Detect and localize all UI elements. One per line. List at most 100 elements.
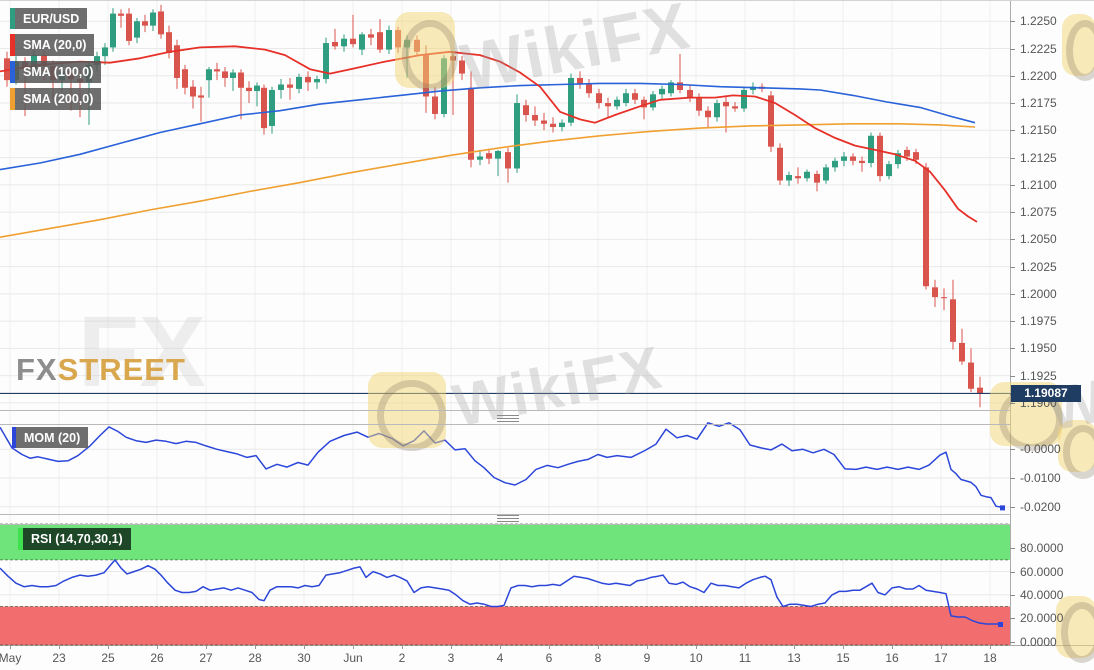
time-axis-label: 27 <box>199 651 213 665</box>
candle-body <box>314 79 320 83</box>
candle-body <box>158 11 164 35</box>
candle-body <box>696 97 702 111</box>
candle-body <box>486 153 492 159</box>
last-price-label: 1.19087 <box>1010 385 1081 402</box>
main-axis-tick-dash <box>1010 130 1015 132</box>
candle-body <box>614 99 620 107</box>
candle-body <box>278 84 284 90</box>
candle-body <box>804 171 810 179</box>
candle-body <box>269 89 275 126</box>
main-axis-tick-dash <box>1010 75 1015 77</box>
main-panel-bottom-border <box>0 410 1010 411</box>
candle-body <box>723 101 729 107</box>
candle-body <box>705 110 711 118</box>
candle-body <box>134 21 140 38</box>
candle-body <box>641 99 647 108</box>
candle-body <box>668 82 674 94</box>
candle-body <box>432 96 438 114</box>
rsi-axis-tick: 40.0000 <box>1020 587 1064 602</box>
candle-body <box>386 29 392 50</box>
main-axis-tick-dash <box>1010 21 1015 23</box>
time-axis-tick <box>255 645 256 649</box>
time-axis-label: 2 <box>398 651 406 665</box>
candle-body <box>404 39 410 48</box>
legend-sma100[interactable]: SMA (100,0) <box>10 61 102 83</box>
legend-sma200[interactable]: SMA (200,0) <box>10 88 102 110</box>
mom-panel-top-border <box>0 424 1010 425</box>
rsi-panel-top-border <box>0 524 1010 525</box>
candle-body <box>596 93 602 104</box>
main-axis-tick: 1.1975 <box>1020 314 1057 329</box>
candle-body <box>768 95 774 147</box>
rsi-oversold-band <box>0 606 1010 645</box>
candle-body <box>850 156 856 161</box>
candle-body <box>190 86 196 97</box>
main-axis-tick-dash <box>1010 103 1015 105</box>
candle-body <box>932 287 938 298</box>
legend-sma20[interactable]: SMA (20,0) <box>10 34 95 56</box>
main-axis-tick-dash <box>1010 266 1015 268</box>
candle-body <box>350 38 356 45</box>
legend-symbol[interactable]: EUR/USD <box>10 8 88 29</box>
candle-body <box>332 41 338 47</box>
legend-sma200-label: SMA (200,0) <box>23 92 94 106</box>
candle-body <box>950 299 956 342</box>
candle-body <box>913 152 919 160</box>
candle-body <box>198 95 204 98</box>
candle-body <box>142 21 148 26</box>
candle-body <box>977 387 983 394</box>
candle-body <box>468 87 474 160</box>
candle-body <box>238 72 244 88</box>
main-axis-tick-dash <box>1010 48 1015 50</box>
candle-body <box>941 297 947 299</box>
panel-resize-handle[interactable] <box>497 515 519 522</box>
mom-last-value-marker <box>1000 505 1005 511</box>
time-axis-label: 16 <box>885 651 899 665</box>
candle-body <box>246 87 252 92</box>
main-axis-tick-dash <box>1010 293 1015 295</box>
main-axis-tick: 1.2000 <box>1020 286 1057 301</box>
candle-body <box>323 43 329 80</box>
candle-body <box>541 120 547 124</box>
time-axis-tick <box>647 645 648 649</box>
time-axis-label: 26 <box>150 651 164 665</box>
candle-body <box>4 58 10 81</box>
panel-resize-handle[interactable] <box>497 415 519 422</box>
main-axis-tick: 1.2175 <box>1020 96 1057 111</box>
time-axis-tick <box>843 645 844 649</box>
price-axis-pane[interactable] <box>1010 0 1094 645</box>
main-axis-tick: 1.1950 <box>1020 341 1057 356</box>
rsi-axis-tick: 20.0000 <box>1020 611 1064 626</box>
candle-body <box>206 69 212 81</box>
candle-body <box>550 123 556 128</box>
candle-body <box>296 76 302 89</box>
candle-body <box>182 69 188 88</box>
candle-body <box>777 147 783 181</box>
candle-body <box>895 153 901 165</box>
candle-body <box>126 13 132 41</box>
candle-body <box>823 167 829 181</box>
time-axis-tick <box>696 645 697 649</box>
candle-body <box>714 103 720 118</box>
mom-axis-tick: -0.0200 <box>1020 499 1061 514</box>
time-axis-tick <box>304 645 305 649</box>
time-axis-tick <box>59 645 60 649</box>
time-axis-label: 17 <box>934 651 948 665</box>
candle-body <box>523 105 529 116</box>
candle-body <box>261 87 267 129</box>
candle-body <box>877 135 883 177</box>
candle-body <box>968 362 974 389</box>
time-axis-tick <box>451 645 452 649</box>
rsi-axis-tick: 80.0000 <box>1020 541 1064 556</box>
rsi-line <box>0 559 1000 625</box>
candle-body <box>605 103 611 107</box>
candle-body <box>832 160 838 168</box>
rsi-axis-tick-dash <box>1010 618 1015 620</box>
main-axis-tick: 1.2225 <box>1020 41 1057 56</box>
main-axis-tick: 1.2150 <box>1020 123 1057 138</box>
legend-mom[interactable]: MOM (20) <box>12 427 89 448</box>
symbol-color-bar-icon <box>10 8 15 29</box>
candle-body <box>477 156 483 160</box>
legend-rsi[interactable]: RSI (14,70,30,1) <box>18 528 131 550</box>
